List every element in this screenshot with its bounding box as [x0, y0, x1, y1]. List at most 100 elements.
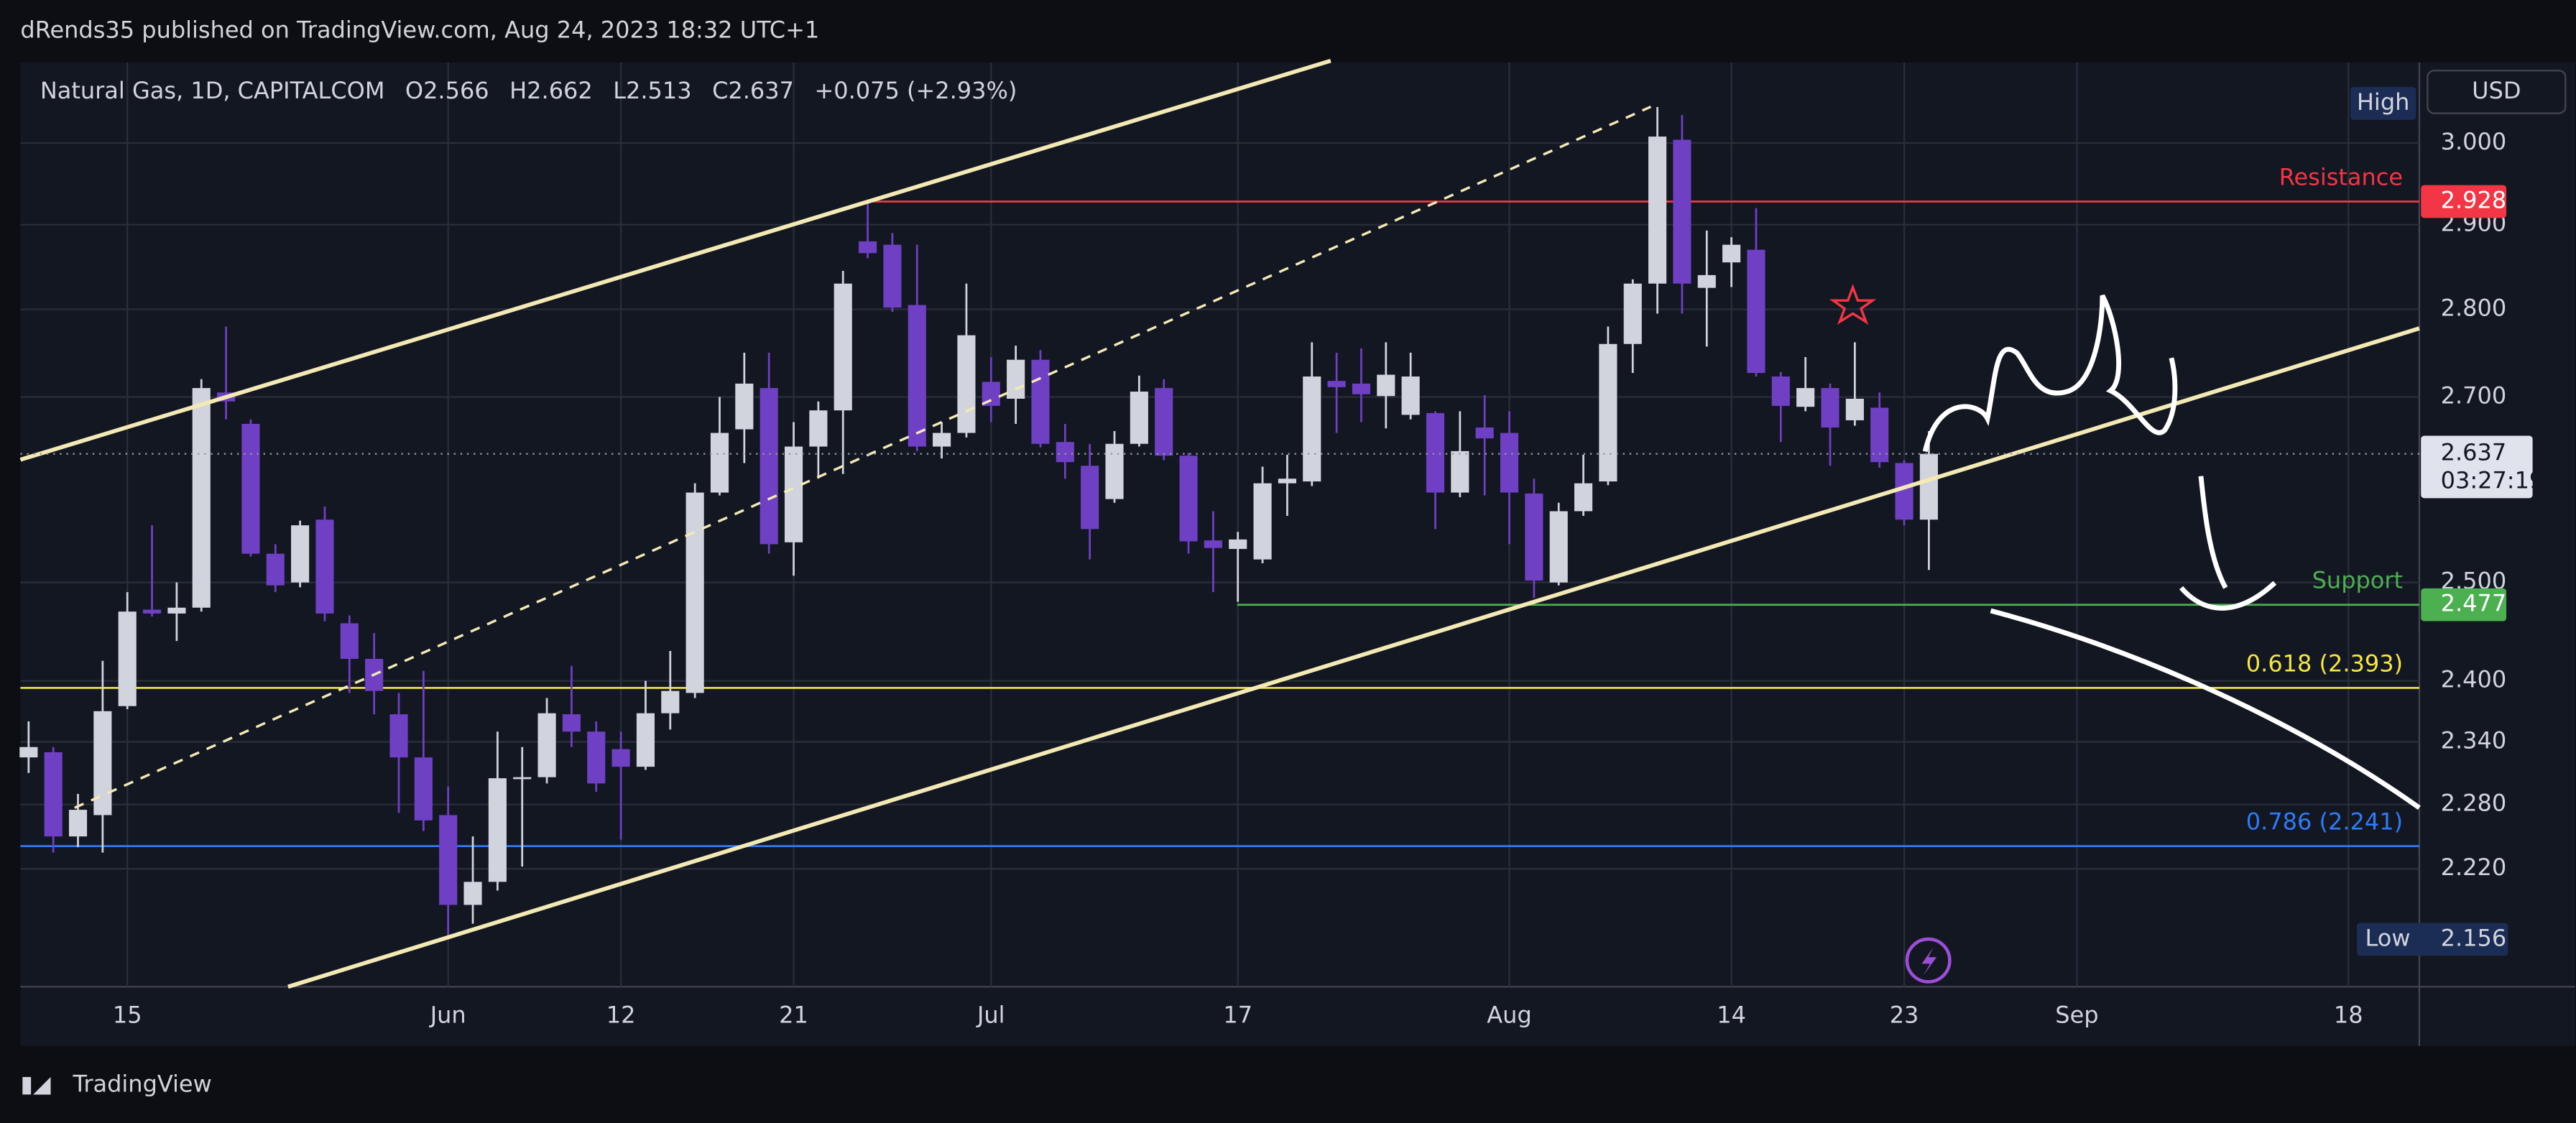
candle-body: [1821, 388, 1839, 428]
candle-body: [1155, 388, 1173, 456]
ohlc-key: C: [712, 77, 728, 104]
candle-body: [809, 410, 828, 447]
candle-body: [1303, 376, 1321, 482]
candle-body: [784, 446, 803, 542]
ohlc-value: 2.637: [728, 77, 794, 104]
y-tick-label: 2.400: [2441, 666, 2507, 693]
candle-body: [1081, 466, 1099, 530]
x-tick-label: 23: [1890, 1001, 1919, 1028]
candle-body: [1352, 383, 1371, 394]
level-price-box: [2421, 185, 2507, 218]
ohlc-key: O: [405, 77, 423, 104]
legend: Natural Gas, 1D, CAPITALCOM O2.566 H2.66…: [40, 77, 1017, 104]
candle-body: [513, 777, 532, 780]
level-label: 0.618 (2.393): [2246, 650, 2403, 677]
candle-body: [1648, 137, 1667, 284]
level-price: 2.477: [2441, 590, 2507, 617]
brand-logo: ▮◢: [20, 1070, 51, 1097]
candle-body: [1623, 283, 1642, 344]
candle-body: [1327, 381, 1346, 387]
candle-body: [1747, 249, 1765, 374]
candle-body: [315, 519, 334, 614]
candle-body: [1105, 443, 1124, 499]
x-tick-label: Aug: [1487, 1001, 1531, 1028]
y-tick-label: 2.220: [2441, 854, 2507, 881]
alert-icon: [1905, 937, 1952, 984]
candle-body: [1525, 493, 1543, 581]
candle-body: [439, 815, 458, 905]
candle-body: [908, 305, 926, 447]
candle-body: [1451, 450, 1469, 493]
candle-body: [1475, 427, 1494, 439]
level-label: Support: [2312, 567, 2403, 594]
candle-body: [167, 607, 186, 614]
candle-body: [414, 757, 433, 821]
candle-body: [1056, 442, 1074, 463]
drawings: [19, 58, 2421, 989]
brand: TradingView: [73, 1070, 212, 1097]
candle-body: [1771, 376, 1790, 406]
channel-upper: [19, 58, 1331, 462]
level-label: Resistance: [2279, 164, 2403, 191]
publisher-line: dRends35 published on TradingView.com, A…: [20, 16, 819, 43]
ohlc-key: H: [509, 77, 527, 104]
candle-body: [858, 241, 877, 254]
candle-body: [291, 525, 310, 583]
currency-box: [2427, 70, 2567, 114]
candle-body: [1796, 388, 1815, 407]
candle-body: [933, 433, 951, 447]
candle-body: [1870, 407, 1889, 463]
candle-body: [735, 383, 754, 430]
low-label: Low: [2365, 924, 2411, 951]
candle-body: [611, 749, 630, 767]
candle-body: [1278, 479, 1296, 484]
level-price-box: [2421, 588, 2507, 621]
candle-body: [340, 623, 359, 660]
x-tick-label: 15: [113, 1001, 142, 1028]
last-price: 2.637: [2441, 439, 2507, 466]
candle-body: [192, 388, 211, 608]
symbol: Natural Gas, 1D, CAPITALCOM: [40, 77, 385, 104]
time-axis: [20, 986, 2576, 1046]
level-price: 2.928: [2441, 187, 2507, 214]
candle-body: [760, 388, 778, 545]
candle-body: [834, 283, 852, 411]
candle-body: [636, 713, 655, 767]
candle-body: [1919, 453, 1938, 520]
candle-body: [957, 335, 976, 433]
candle-body: [1007, 359, 1025, 399]
x-tick-label: Jun: [429, 1001, 466, 1028]
y-tick-label: 2.280: [2441, 790, 2507, 817]
candle-body: [1031, 359, 1050, 444]
candle-body: [1401, 376, 1420, 415]
candle-body: [1179, 456, 1198, 542]
ohlc-key: L: [613, 77, 626, 104]
candle-body: [1845, 398, 1864, 420]
candle-body: [1673, 139, 1691, 284]
candle-body: [68, 810, 88, 837]
candle-body: [389, 714, 408, 758]
candle-body: [1426, 412, 1445, 493]
candle-body: [562, 714, 581, 732]
y-tick-label: 2.340: [2441, 727, 2507, 754]
candle-body: [1697, 274, 1716, 288]
x-tick-label: Sep: [2055, 1001, 2098, 1028]
x-tick-label: 12: [606, 1001, 636, 1028]
chart-pane: [20, 62, 2419, 987]
countdown: 03:27:19: [2441, 467, 2544, 494]
candle-body: [488, 778, 507, 882]
x-tick-label: Jul: [976, 1001, 1005, 1028]
candle-body: [463, 882, 482, 905]
y-tick-label: 3.000: [2441, 128, 2507, 155]
candle-body: [1229, 539, 1247, 550]
axis-labels: 3.0002.9002.8002.7002.5002.4002.3402.280…: [20, 128, 2544, 1028]
candle-body: [1599, 343, 1617, 482]
last-price-box: [2421, 435, 2533, 499]
level-label: 0.786 (2.241): [2246, 808, 2403, 836]
candle-body: [44, 752, 63, 837]
candle-body: [1253, 483, 1272, 560]
candle-body: [1574, 483, 1593, 512]
alert-icon-bolt: [1921, 947, 1937, 976]
candle-body: [142, 609, 162, 614]
